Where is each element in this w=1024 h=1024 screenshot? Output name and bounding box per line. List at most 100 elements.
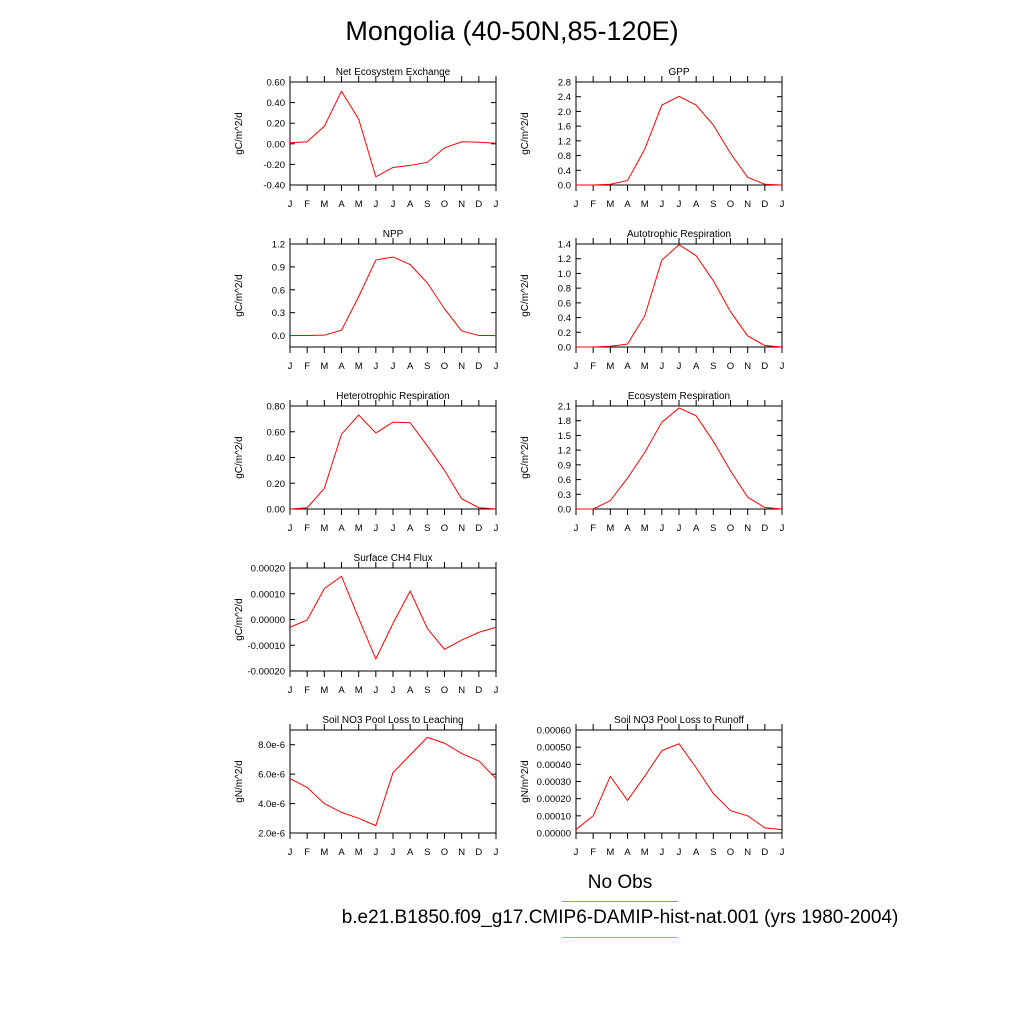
x-tick-label: S: [424, 847, 430, 858]
y-axis-label: gC/m^2/d: [520, 112, 531, 155]
x-tick-label: J: [391, 847, 396, 858]
series-line: [576, 244, 783, 348]
panel-title: Soil NO3 Pool Loss to Runoff: [614, 715, 744, 726]
x-tick-label: O: [441, 523, 448, 534]
x-tick-label: D: [761, 199, 768, 210]
y-tick-label: 0.0: [272, 331, 285, 342]
x-tick-label: J: [494, 523, 499, 534]
x-tick-label: S: [710, 361, 716, 372]
y-tick-label: 0.8: [558, 151, 571, 162]
x-tick-label: A: [693, 523, 700, 534]
x-tick-label: M: [355, 199, 363, 210]
x-tick-label: J: [373, 361, 378, 372]
panel-title: NPP: [383, 229, 404, 240]
x-tick-label: D: [475, 199, 482, 210]
x-tick-label: J: [780, 199, 785, 210]
x-tick-label: J: [659, 361, 664, 372]
x-tick-label: J: [391, 361, 396, 372]
y-axis-label: gN/m^2/d: [520, 760, 531, 803]
x-tick-label: M: [320, 847, 328, 858]
x-tick-label: O: [441, 847, 448, 858]
x-tick-label: F: [304, 685, 310, 696]
y-tick-label: 0.4: [558, 166, 571, 177]
y-tick-label: 0.9: [558, 460, 571, 471]
x-tick-label: J: [677, 199, 682, 210]
y-tick-label: 0.6: [558, 475, 571, 486]
x-tick-label: D: [761, 847, 768, 858]
x-tick-label: F: [304, 847, 310, 858]
x-tick-label: S: [710, 523, 716, 534]
x-tick-label: S: [710, 199, 716, 210]
x-tick-label: A: [693, 847, 700, 858]
y-tick-label: 0.00020: [537, 794, 571, 805]
x-tick-label: M: [606, 847, 614, 858]
y-tick-label: 0.9: [272, 262, 285, 273]
x-tick-label: A: [693, 361, 700, 372]
panel-title: GPP: [668, 67, 689, 78]
x-tick-label: A: [338, 361, 345, 372]
x-tick-label: A: [338, 523, 345, 534]
x-tick-label: N: [458, 685, 465, 696]
y-tick-label: 1.4: [558, 240, 571, 251]
legend-obs-label: No Obs: [587, 872, 653, 893]
x-tick-label: A: [693, 199, 700, 210]
x-tick-label: F: [590, 847, 596, 858]
y-axis-label: gC/m^2/d: [234, 598, 245, 641]
y-tick-label: -0.40: [263, 181, 285, 192]
y-tick-label: 0.3: [272, 308, 285, 319]
y-tick-label: 0.00030: [537, 777, 571, 788]
x-tick-label: J: [391, 685, 396, 696]
y-tick-label: 0.00060: [537, 726, 571, 737]
x-tick-label: J: [288, 199, 293, 210]
x-tick-label: O: [441, 361, 448, 372]
y-tick-label: 2.8: [558, 78, 571, 89]
x-tick-label: J: [677, 361, 682, 372]
x-tick-label: J: [659, 199, 664, 210]
y-tick-label: 1.2: [558, 254, 571, 265]
x-tick-label: A: [407, 847, 414, 858]
plot-frame: [575, 729, 783, 834]
x-tick-label: A: [407, 199, 414, 210]
x-tick-label: D: [475, 361, 482, 372]
x-tick-label: M: [641, 847, 649, 858]
x-tick-label: J: [574, 361, 579, 372]
y-tick-label: 8.0e-6: [258, 740, 285, 751]
y-tick-label: 0.6: [272, 285, 285, 296]
x-tick-label: A: [624, 523, 631, 534]
x-tick-label: M: [320, 361, 328, 372]
y-tick-label: 4.0e-6: [258, 799, 285, 810]
y-tick-label: 1.2: [558, 136, 571, 147]
y-tick-label: 0.00010: [537, 811, 571, 822]
chart-panel-5: Heterotrophic Respiration gC/m^2/d 0.00 0.2…: [234, 391, 499, 534]
x-tick-label: D: [761, 523, 768, 534]
x-tick-label: O: [441, 685, 448, 696]
x-tick-label: J: [494, 847, 499, 858]
x-tick-label: M: [641, 199, 649, 210]
x-tick-label: D: [475, 523, 482, 534]
x-tick-label: J: [677, 847, 682, 858]
x-tick-label: A: [407, 685, 414, 696]
x-tick-label: F: [304, 523, 310, 534]
x-tick-label: J: [780, 361, 785, 372]
y-tick-label: -0.00010: [247, 641, 285, 652]
y-tick-label: 0.4: [558, 313, 571, 324]
x-tick-label: J: [288, 685, 293, 696]
panel-title: Soil NO3 Pool Loss to Leaching: [322, 715, 463, 726]
y-tick-label: 0.80: [267, 402, 286, 413]
y-axis-label: gC/m^2/d: [520, 274, 531, 317]
x-tick-label: O: [727, 361, 734, 372]
x-tick-label: J: [677, 523, 682, 534]
series-line: [576, 407, 783, 510]
y-tick-label: 0.00000: [537, 829, 571, 840]
x-tick-label: A: [407, 523, 414, 534]
x-tick-label: F: [304, 361, 310, 372]
panel-title: Surface CH4 Flux: [354, 553, 433, 564]
series-line: [575, 743, 783, 831]
x-tick-label: M: [641, 361, 649, 372]
y-tick-label: 0.2: [558, 328, 571, 339]
plot-frame: [575, 81, 783, 186]
panel-title: Autotrophic Respiration: [627, 229, 731, 240]
plot-frame: [289, 567, 497, 672]
x-tick-label: F: [304, 199, 310, 210]
x-tick-label: N: [744, 199, 751, 210]
